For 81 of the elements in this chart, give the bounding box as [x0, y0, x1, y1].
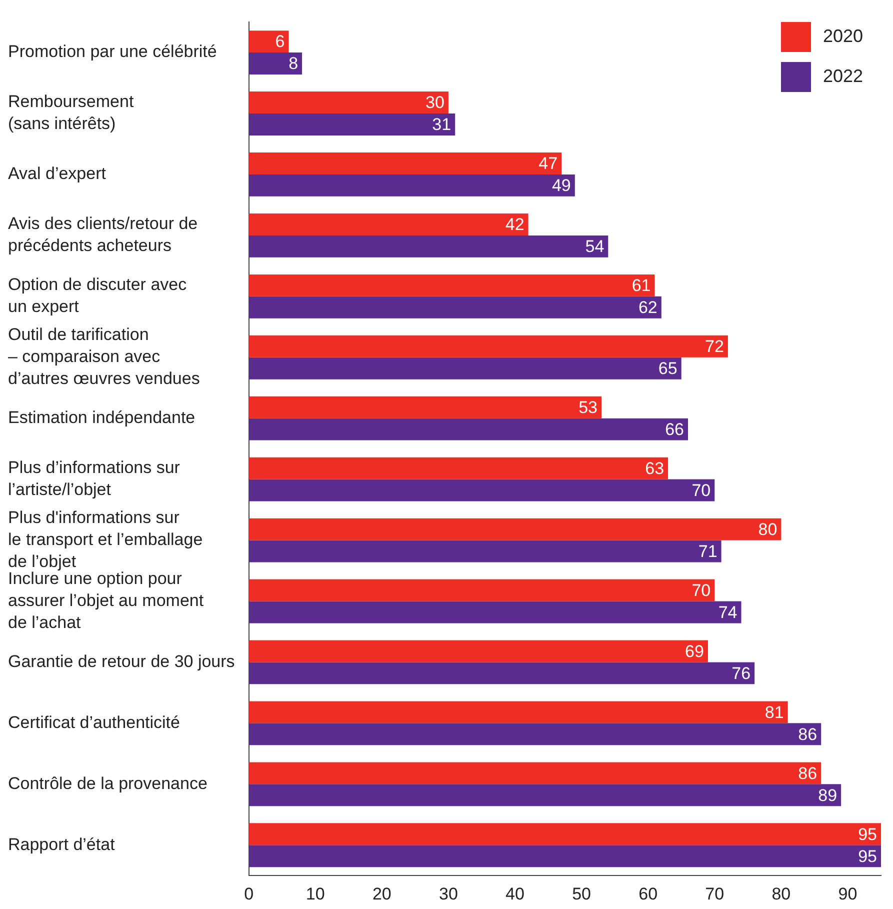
data-label: 69 — [685, 642, 704, 661]
bar — [248, 357, 682, 380]
x-tick-label: 30 — [438, 884, 458, 904]
data-label: 53 — [578, 398, 598, 418]
bar — [248, 92, 448, 114]
y-tick-label: Aval d’expert — [8, 164, 106, 184]
data-label: 89 — [818, 786, 838, 805]
data-label: 65 — [658, 359, 678, 378]
data-label: 30 — [426, 93, 444, 112]
bar — [248, 114, 456, 136]
data-label: 86 — [798, 724, 818, 744]
bar — [248, 396, 602, 418]
x-tick-label: 80 — [772, 884, 791, 904]
data-label: 71 — [698, 542, 718, 561]
y-tick-label: Plus d'informations sur le transport et l’emballage de l’objet — [8, 508, 203, 572]
data-label: 61 — [632, 276, 651, 296]
bar — [248, 762, 822, 784]
bar — [248, 601, 742, 624]
data-label: 81 — [764, 702, 784, 722]
bar — [248, 52, 302, 74]
data-label: 66 — [665, 420, 684, 440]
x-tick-label: 0 — [244, 884, 254, 904]
x-tick-label: 10 — [306, 884, 325, 904]
bar — [248, 152, 562, 174]
data-label: 72 — [705, 337, 724, 356]
y-tick-label: Plus d’informations sur l’artiste/l’objet — [8, 458, 180, 500]
x-tick-label: 20 — [372, 884, 392, 904]
y-tick-label: Contrôle de la provenance — [8, 774, 208, 793]
bar — [248, 213, 528, 236]
y-tick-label: Option de discuter avec un expert — [8, 275, 188, 316]
bar — [248, 662, 755, 684]
y-tick-label: Outil de tarification – comparaison avec d’autres œuvres vendues — [8, 324, 200, 388]
legend-label: 2020 — [823, 26, 864, 46]
y-tick-label: Estimation indépendante — [8, 408, 196, 428]
data-label: 74 — [718, 602, 738, 622]
data-label: 86 — [798, 764, 818, 783]
data-label: 54 — [585, 237, 604, 256]
bar — [248, 823, 881, 846]
bar — [248, 174, 575, 196]
y-tick-label: Promotion par une célébrité — [8, 42, 217, 62]
data-label: 47 — [538, 154, 558, 174]
x-tick-label: 60 — [638, 884, 658, 904]
x-tick-label: 70 — [705, 884, 724, 904]
bar — [248, 274, 655, 296]
data-label: 42 — [505, 215, 524, 234]
y-tick-label: Avis des clients/retour de précédents acheteurs — [8, 214, 198, 256]
x-tick-label: 90 — [838, 884, 858, 904]
data-label: 95 — [858, 846, 877, 866]
bar — [248, 418, 688, 440]
bar — [248, 479, 715, 502]
data-label: 62 — [638, 298, 658, 318]
bar — [248, 845, 881, 868]
y-tick-label: Garantie de retour de 30 jours — [8, 652, 235, 671]
bar — [248, 518, 782, 540]
data-label: 31 — [432, 115, 452, 134]
y-tick-label: Rapport d’état — [8, 834, 116, 854]
bar — [248, 784, 842, 806]
data-label: 63 — [645, 459, 664, 478]
x-tick-label: 40 — [506, 884, 524, 904]
data-label: 70 — [692, 580, 711, 600]
x-tick-label: 50 — [572, 884, 591, 904]
data-label: 8 — [288, 54, 298, 74]
data-label: 70 — [692, 480, 711, 500]
bar — [248, 579, 715, 602]
y-tick-label: Remboursement (sans intérêts) — [8, 92, 134, 134]
bar — [248, 335, 728, 358]
data-label: 95 — [858, 824, 877, 844]
bar — [248, 457, 668, 480]
bar — [248, 640, 708, 662]
data-label: 49 — [552, 176, 571, 196]
bar — [248, 30, 289, 53]
data-label: 80 — [758, 520, 778, 539]
bar — [248, 540, 722, 562]
y-tick-label: Certificat d’authenticité — [8, 712, 180, 732]
data-label: 76 — [732, 664, 751, 683]
bar — [248, 723, 822, 746]
bar — [248, 701, 788, 724]
legend-label: 2022 — [823, 66, 864, 86]
data-label: 6 — [275, 32, 285, 52]
bar — [248, 296, 662, 318]
bar — [248, 235, 608, 258]
